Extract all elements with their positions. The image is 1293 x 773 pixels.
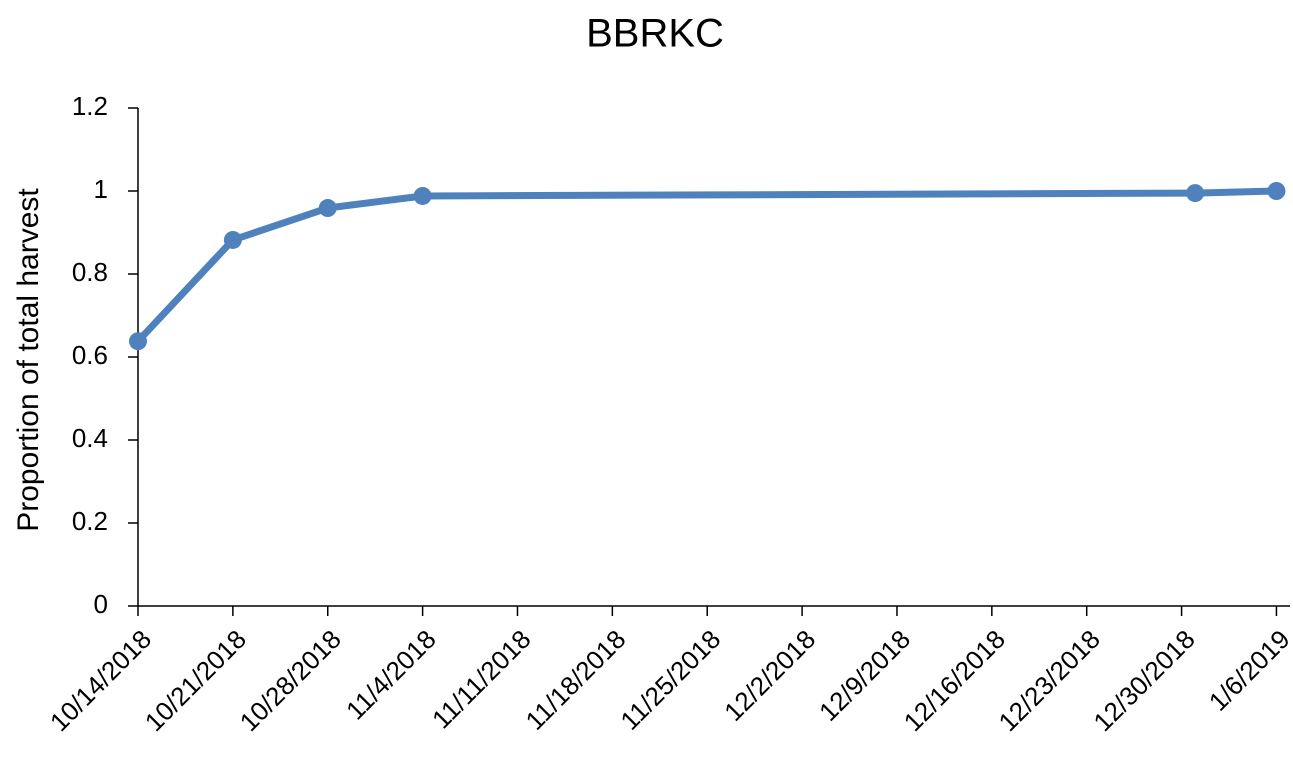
x-tick-label: 12/23/2018 bbox=[993, 624, 1106, 737]
data-point bbox=[1267, 182, 1286, 200]
x-tick-label: 1/6/2019 bbox=[1203, 624, 1293, 717]
y-tick-label: 1 bbox=[94, 174, 108, 204]
chart-title: BBRKC bbox=[586, 12, 724, 56]
x-tick-label: 11/4/2018 bbox=[340, 624, 442, 726]
data-point bbox=[413, 186, 432, 205]
data-point bbox=[1186, 184, 1205, 203]
y-tick-label: 0.4 bbox=[72, 423, 108, 453]
y-tick-label: 0.2 bbox=[72, 506, 108, 536]
x-tick-label: 10/28/2018 bbox=[234, 624, 347, 737]
y-axis-label: Proportion of total harvest bbox=[12, 188, 45, 532]
x-tick-label: 12/9/2018 bbox=[813, 624, 916, 727]
x-tick-label: 10/21/2018 bbox=[139, 624, 252, 737]
x-tick-label: 11/25/2018 bbox=[614, 624, 726, 736]
x-tick-label: 12/16/2018 bbox=[898, 624, 1011, 737]
data-point bbox=[223, 230, 242, 249]
x-tick-label: 10/14/2018 bbox=[44, 624, 157, 737]
x-tick-label: 11/11/2018 bbox=[426, 624, 537, 735]
x-tick-label: 12/30/2018 bbox=[1087, 624, 1200, 737]
x-tick-label: 11/18/2018 bbox=[520, 624, 632, 736]
data-point bbox=[129, 332, 147, 351]
y-tick-label: 0.6 bbox=[72, 340, 108, 370]
y-tick-label: 0.8 bbox=[72, 257, 108, 287]
x-tick-label: 12/2/2018 bbox=[718, 624, 821, 727]
data-line bbox=[135, 187, 1277, 344]
y-tick-label: 0 bbox=[94, 589, 108, 619]
data-point bbox=[318, 199, 337, 218]
y-tick-label: 1.2 bbox=[72, 91, 108, 121]
